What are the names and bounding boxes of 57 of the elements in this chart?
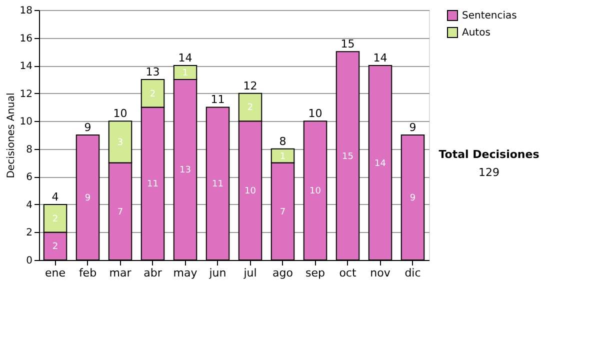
data-label: 2 [247, 103, 254, 114]
y-tick-label: 8 [26, 144, 32, 156]
y-tick-label: 10 [20, 116, 32, 128]
y-tick-label: 14 [20, 61, 32, 72]
x-tick-label: ene [44, 266, 66, 280]
total-label: 11 [210, 93, 225, 106]
data-label: 9 [410, 194, 416, 204]
legend-label: Autos [462, 28, 490, 38]
data-label: 2 [150, 89, 156, 100]
y-tick-label: 0 [26, 256, 32, 266]
data-label: 10 [244, 186, 256, 197]
total-label: 12 [243, 79, 258, 92]
y-axis-title: Decisiones Anual [6, 92, 17, 178]
x-tick-label: jul [242, 266, 257, 280]
data-label: 15 [342, 152, 354, 162]
x-tick-label: nov [370, 266, 391, 280]
total-label: 14 [178, 52, 192, 65]
total-label: 10 [308, 107, 322, 120]
data-label: 7 [117, 207, 124, 218]
data-label: 10 [310, 186, 322, 197]
data-label: 13 [180, 166, 191, 176]
y-tick-label: 4 [26, 200, 32, 211]
data-label: 11 [147, 180, 158, 190]
data-label: 7 [280, 207, 286, 218]
data-label: 11 [212, 180, 224, 190]
total-label: 9 [409, 121, 416, 134]
text: Total Decisiones [438, 148, 540, 161]
x-tick-label: may [173, 266, 198, 280]
x-tick-label: mar [109, 266, 132, 280]
y-tick-label: 16 [20, 33, 32, 44]
data-label: 1 [182, 68, 188, 78]
data-label: 2 [52, 214, 58, 224]
x-tick-label: feb [78, 266, 97, 280]
total-label: 15 [340, 38, 355, 51]
x-tick-label: ago [272, 266, 294, 280]
total-label: 13 [146, 65, 160, 78]
data-label: 3 [117, 138, 124, 148]
legend-label: Sentencias [462, 10, 517, 22]
y-tick-label: 18 [20, 6, 32, 16]
x-tick-label: oct [339, 266, 357, 280]
text: 129 [478, 166, 500, 179]
y-tick-label: 12 [20, 88, 32, 100]
total-label: 10 [113, 107, 128, 120]
data-label: 2 [52, 242, 58, 252]
data-label: 9 [84, 194, 91, 204]
data-label: 14 [374, 158, 386, 169]
x-tick-label: abr [144, 266, 162, 280]
total-label: 4 [52, 190, 59, 204]
x-tick-label: dic [404, 266, 421, 280]
x-tick-label: sep [306, 266, 326, 280]
total-label: 8 [279, 134, 286, 148]
y-tick-label: 2 [26, 228, 32, 239]
total-label: 9 [84, 121, 92, 134]
y-tick-label: 6 [26, 172, 32, 184]
x-tick-label: jun [208, 266, 226, 280]
total-label: 14 [373, 52, 388, 65]
data-label: 1 [280, 152, 286, 162]
